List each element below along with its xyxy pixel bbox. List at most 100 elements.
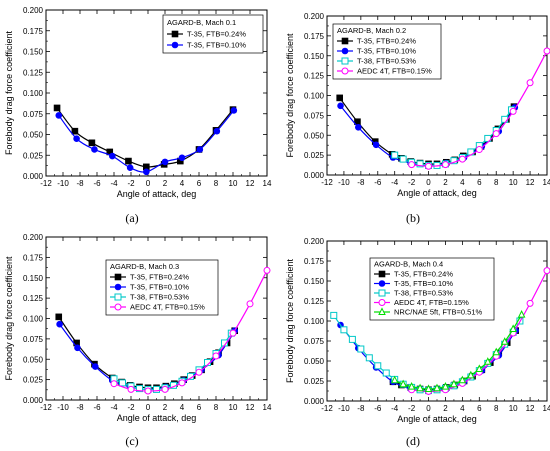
y-tick-label: 0.075 [304,111,325,120]
data-point [110,380,118,388]
data-point [143,168,150,176]
data-point [55,112,63,119]
legend-label: T-35, FTB=0.10% [394,279,453,288]
data-point [492,130,500,138]
data-point [91,146,98,153]
data-point [441,161,449,169]
data-point [330,311,338,319]
y-tick-label: 0.125 [23,294,44,303]
data-point [109,152,116,160]
x-tick-label: 2 [163,179,168,188]
legend-label: T-35, FTB=0.10% [357,47,416,56]
y-tick-label: 0.075 [304,337,325,346]
legend-marker [114,273,122,281]
legend-marker [171,41,179,49]
x-tick-label: 0 [146,403,151,412]
y-tick-label: 0.000 [304,171,325,180]
data-point [458,155,466,163]
x-tick-label: -10 [338,178,350,187]
x-tick-label: -2 [408,178,416,187]
data-point [195,368,203,376]
data-point [246,300,254,308]
x-tick-label: -10 [57,403,69,412]
data-point [73,135,80,142]
data-point [178,379,186,387]
x-tick-label: 4 [460,404,465,413]
chart-1: -12 -10 -8 -6 -4 -2 0 2 4 6 8 10 12 14 0.000 0.025 0.050… [285,12,550,198]
x-tick-label: -2 [127,403,135,412]
x-tick-label: -12 [321,178,333,187]
x-tick-label: 10 [509,404,518,413]
x-tick-label: 14 [543,404,550,413]
y-axis-label: Forebody drag force coefficient [4,256,14,380]
legend-title: AGARD-B, Mach 0.1 [167,18,236,27]
x-tick-label: 12 [246,403,255,412]
x-tick-label: 8 [214,403,219,412]
legend: AGARD-B, Mach 0.3 T-35, FTB=0.24%T-35, FT… [105,259,219,316]
data-point [475,364,484,372]
x-tick-label: -4 [391,404,399,413]
legend-label: T-35, FTB=0.24% [394,270,453,279]
data-point [483,357,492,365]
legend: AGARD-B, Mach 0.4T-35, FTB=0.24%T-35, FT… [369,257,495,321]
data-point [390,375,399,384]
data-point [196,146,204,153]
data-point [484,134,492,142]
data-point [391,151,399,159]
data-point [408,161,416,169]
x-tick-label: 6 [477,178,482,187]
y-axis-label: Forebody drag force coefficient [4,31,14,155]
data-point [424,384,433,392]
x-tick-label: -6 [93,179,101,188]
x-tick-label: 2 [163,403,168,412]
data-point [475,146,483,154]
data-point [543,267,550,275]
x-tick-label: -6 [374,404,382,413]
legend-title: AGARD-B, Mach 0.2 [337,26,406,35]
data-point [340,326,348,334]
legend-marker [171,30,179,38]
x-tick-label: 6 [197,179,202,188]
data-point [425,162,433,170]
y-tick-label: 0.175 [23,27,44,36]
legend-label: T-35, FTB=0.24% [357,37,416,46]
x-tick-label: 12 [526,178,535,187]
data-point [55,313,63,321]
legend-marker [378,307,386,315]
data-point [71,127,79,135]
x-tick-label: 2 [443,404,448,413]
series-3 [110,266,271,395]
data-point [53,104,61,112]
data-point [416,160,424,168]
y-tick-label: 0.000 [23,396,44,405]
x-tick-label: 10 [509,178,518,187]
x-tick-label: -12 [40,403,52,412]
x-tick-label: 12 [246,179,255,188]
series-line [113,270,268,392]
legend-marker [378,289,386,297]
y-tick-label: 0.150 [304,277,325,286]
legend-label: AEDC 4T, FTB=0.15% [357,67,432,76]
y-tick-label: 0.025 [304,151,325,160]
chart-2: -12 -10 -8 -6 -4 -2 0 2 4 6 8 10 12 14 0.000 0.025 0.050… [4,233,272,423]
data-point [450,379,458,388]
x-tick-label: -8 [357,178,365,187]
legend-marker [341,37,349,45]
y-tick-label: 0.025 [23,376,44,385]
x-tick-label: 2 [443,178,448,187]
legend-box [369,257,495,321]
data-point [213,127,221,135]
y-tick-label: 0.075 [23,110,44,119]
data-point [492,347,501,356]
data-point [229,329,237,337]
legend-label: T-35, FTB=0.24% [187,30,246,39]
data-point [336,94,343,102]
y-tick-label: 0.100 [23,315,44,324]
x-tick-label: 4 [180,403,185,412]
y-tick-label: 0.125 [23,68,44,77]
data-point [92,363,99,370]
data-point [161,385,169,393]
legend-marker [114,293,122,301]
data-point [357,345,365,353]
x-axis-label: Angle of attack, deg [117,189,197,199]
